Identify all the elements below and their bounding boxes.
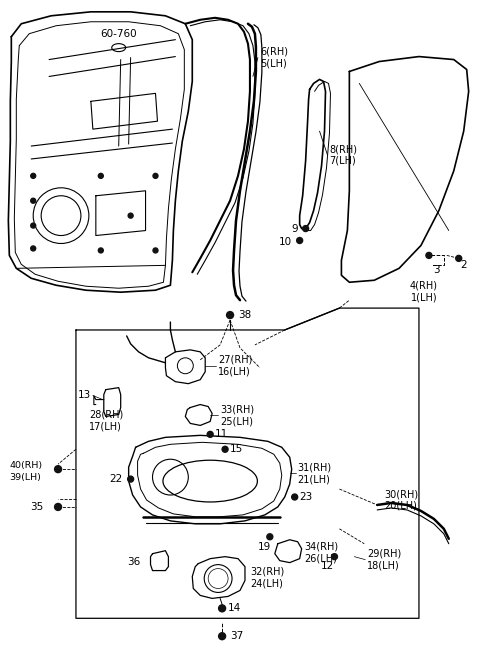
Text: 10: 10 [278,238,292,247]
Circle shape [153,248,158,253]
Circle shape [218,605,226,612]
Circle shape [227,312,234,318]
Circle shape [98,248,103,253]
Text: 30(RH): 30(RH) [384,489,418,499]
Text: 24(LH): 24(LH) [250,579,283,589]
Circle shape [302,226,309,232]
Text: 9: 9 [291,223,298,234]
Text: 1(LH): 1(LH) [410,292,437,302]
Text: 40(RH): 40(RH) [9,461,42,469]
Text: 5(LH): 5(LH) [260,59,287,68]
Circle shape [332,553,337,560]
Text: 16(LH): 16(LH) [218,367,251,377]
Text: 35: 35 [30,502,43,512]
Text: 28(RH): 28(RH) [89,409,123,419]
Circle shape [222,447,228,452]
Text: 60-760: 60-760 [100,29,137,38]
Text: 4(RH): 4(RH) [410,280,438,290]
Circle shape [267,534,273,540]
Text: 15: 15 [230,444,243,454]
Text: 32(RH): 32(RH) [250,566,284,577]
Circle shape [153,173,158,178]
Circle shape [128,476,133,482]
Text: 6(RH): 6(RH) [260,47,288,57]
Text: 13: 13 [78,389,91,400]
Text: 3: 3 [433,266,440,275]
Text: 7(LH): 7(LH) [329,156,356,166]
Circle shape [31,173,36,178]
Circle shape [55,503,61,510]
Text: 11: 11 [215,430,228,439]
Circle shape [128,213,133,218]
Text: 8(RH): 8(RH) [329,144,358,154]
Circle shape [31,199,36,203]
Text: 14: 14 [228,603,241,613]
Text: 29(RH): 29(RH) [367,549,401,559]
Text: 23: 23 [300,492,313,502]
Text: 33(RH): 33(RH) [220,404,254,415]
Text: 25(LH): 25(LH) [220,417,253,426]
Circle shape [292,494,298,500]
Circle shape [218,633,226,640]
Circle shape [207,432,213,437]
Circle shape [31,223,36,228]
Circle shape [456,255,462,261]
Text: 38: 38 [238,310,251,320]
Circle shape [297,238,302,243]
Text: 12: 12 [321,561,334,571]
Text: 39(LH): 39(LH) [9,473,41,482]
Text: 34(RH): 34(RH) [305,542,339,551]
Text: 31(RH): 31(RH) [298,462,332,472]
Text: 18(LH): 18(LH) [367,561,400,571]
Text: 20(LH): 20(LH) [384,501,417,511]
Text: 26(LH): 26(LH) [305,553,337,564]
Circle shape [31,246,36,251]
Text: 21(LH): 21(LH) [298,474,331,484]
Text: 17(LH): 17(LH) [89,421,122,432]
Text: 27(RH): 27(RH) [218,355,252,365]
Text: 36: 36 [127,557,141,566]
Text: 22: 22 [109,474,123,484]
Text: 19: 19 [258,542,272,551]
Circle shape [98,173,103,178]
Circle shape [55,465,61,473]
Text: 2: 2 [461,260,468,270]
Text: 37: 37 [230,631,243,641]
Circle shape [426,253,432,258]
